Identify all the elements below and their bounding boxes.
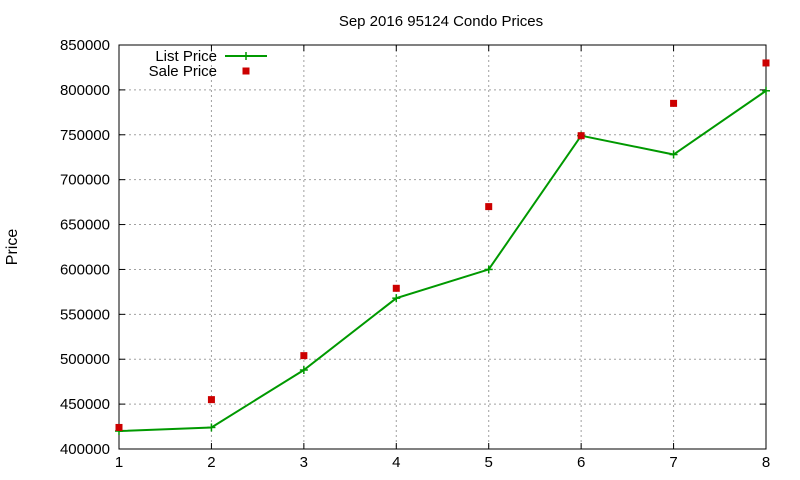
series-sale-price <box>115 59 770 431</box>
y-axis-label: Price <box>4 229 21 266</box>
y-tick-label: 850000 <box>60 37 110 54</box>
y-tick-label: 400000 <box>60 441 110 458</box>
x-tick-label: 4 <box>392 454 400 471</box>
y-axis: 400000 450000 500000 550000 600000 650000 7000… <box>60 37 766 458</box>
x-axis: 1 2 3 4 5 6 7 8 <box>115 45 770 471</box>
data-point <box>392 284 400 292</box>
data-point <box>669 150 678 159</box>
data-point <box>392 294 401 303</box>
y-tick-label: 550000 <box>60 306 110 323</box>
plot-series <box>115 59 770 436</box>
y-tick-label: 500000 <box>60 351 110 368</box>
legend-marker <box>242 67 250 75</box>
data-point <box>207 396 215 404</box>
data-point <box>207 423 216 432</box>
y-tick-label: 600000 <box>60 261 110 278</box>
data-point <box>299 365 308 374</box>
data-point <box>484 265 493 274</box>
x-tick-label: 2 <box>207 454 215 471</box>
y-tick-label: 450000 <box>60 396 110 413</box>
chart-title: Sep 2016 95124 Condo Prices <box>339 13 543 30</box>
series-list-price <box>115 86 770 436</box>
data-point <box>115 423 123 431</box>
data-point <box>300 352 308 360</box>
y-tick-label: 800000 <box>60 82 110 99</box>
y-tick-label: 750000 <box>60 127 110 144</box>
data-point <box>762 59 770 67</box>
data-point <box>577 132 585 140</box>
series-line <box>118 89 767 433</box>
data-point <box>762 86 770 95</box>
x-tick-label: 7 <box>669 454 677 471</box>
plot-frame <box>118 44 767 450</box>
data-point <box>485 203 493 211</box>
x-tick-label: 1 <box>115 454 123 471</box>
data-point <box>670 99 678 107</box>
x-tick-label: 6 <box>577 454 585 471</box>
legend-label: List Price <box>155 48 217 65</box>
legend-swatch <box>225 52 267 60</box>
y-tick-label: 700000 <box>60 172 110 189</box>
y-tick-label: 650000 <box>60 217 110 234</box>
legend-marker <box>242 52 250 60</box>
x-tick-label: 8 <box>762 454 770 471</box>
x-tick-label: 3 <box>300 454 308 471</box>
x-tick-label: 5 <box>485 454 493 471</box>
legend-swatch <box>242 67 250 75</box>
grid <box>119 45 766 449</box>
legend-label: Sale Price <box>149 63 217 80</box>
